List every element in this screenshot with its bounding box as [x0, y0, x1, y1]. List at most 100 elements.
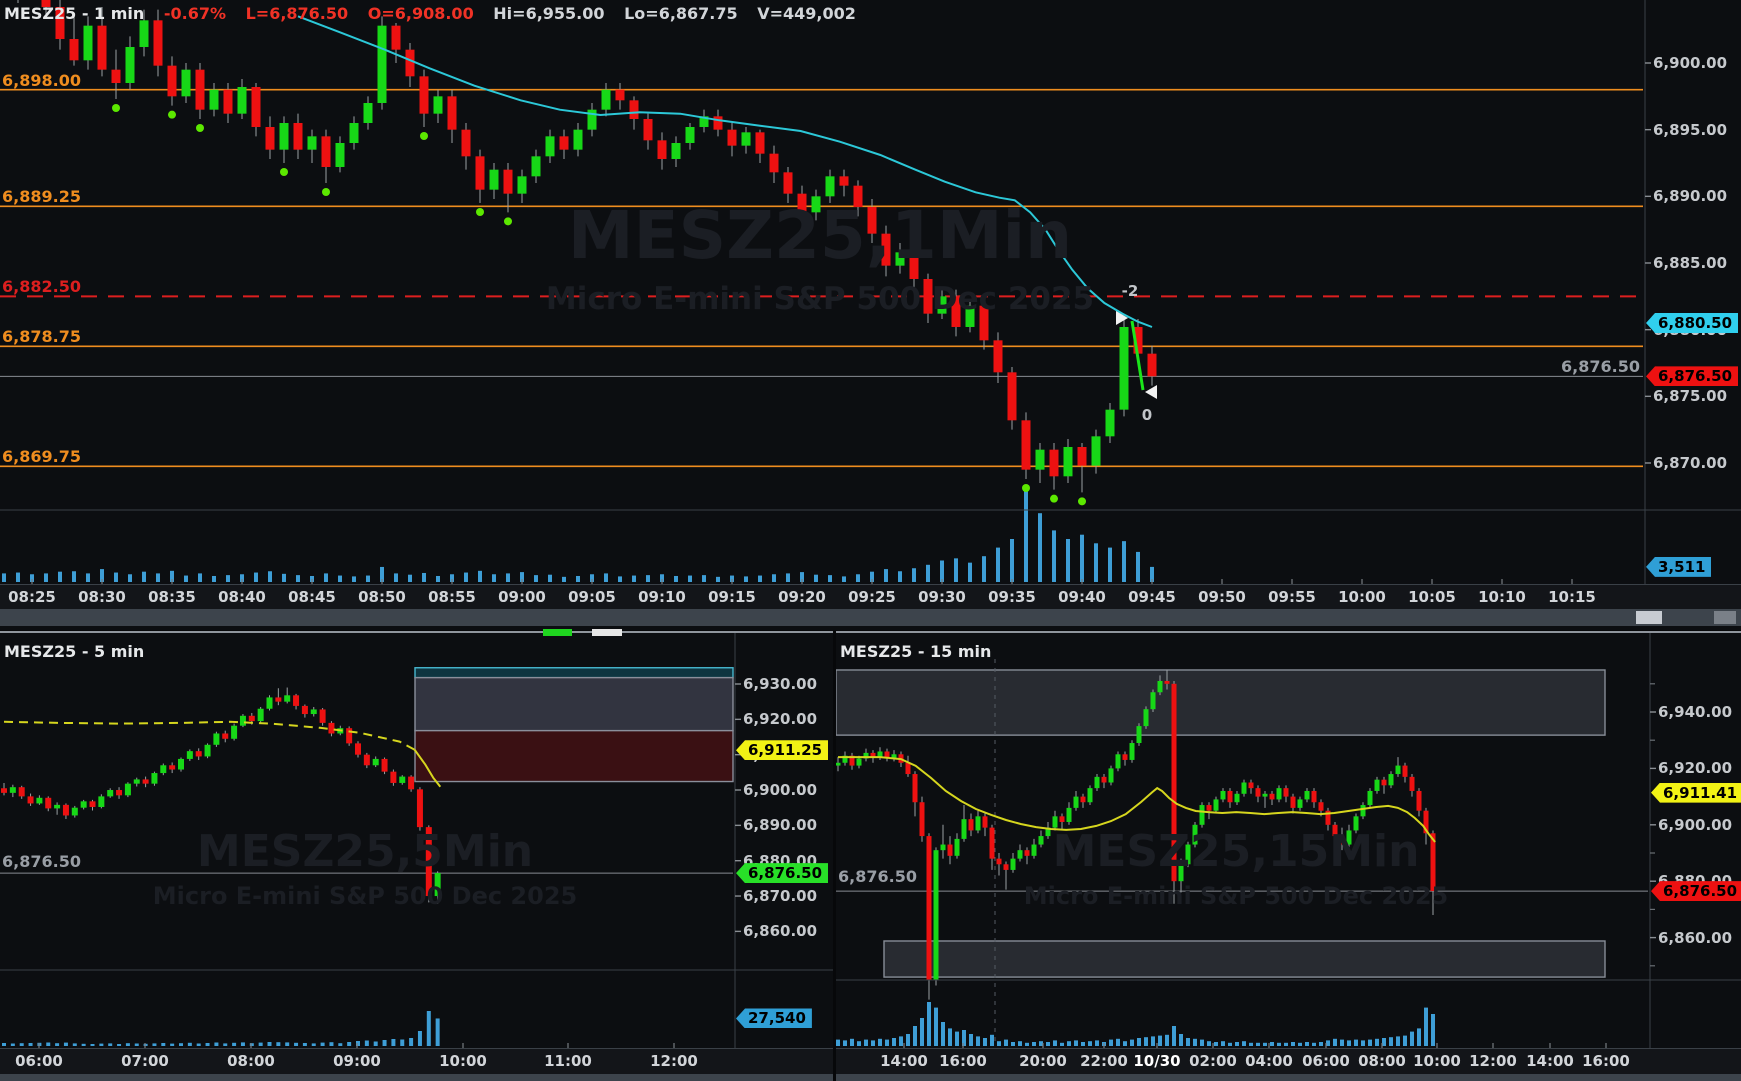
scrollbar-button[interactable]	[1714, 611, 1736, 624]
volume-bar	[478, 570, 482, 582]
time-axis-label: 10:00	[439, 1052, 487, 1070]
volume-bar	[1424, 1007, 1428, 1046]
volume-bar	[997, 1041, 1001, 1046]
candle-body	[867, 206, 877, 234]
zone-rectangle	[414, 667, 734, 679]
volume-bar	[72, 1043, 77, 1046]
candle-body	[293, 695, 300, 706]
volume-bar	[184, 575, 188, 582]
zone-rectangle	[836, 669, 1606, 736]
candlestick-chart-1min[interactable]	[0, 0, 1741, 630]
trade-marker-upper-label: -2	[1121, 282, 1139, 300]
candle-body	[89, 801, 96, 807]
scrollbar-thumb[interactable]	[1636, 611, 1662, 624]
time-axis-5min[interactable]	[0, 1048, 833, 1074]
candle-body	[111, 69, 121, 83]
candle-body	[1017, 850, 1023, 859]
swing-low-dot	[112, 103, 120, 112]
horizontal-scrollbar-5min[interactable]	[0, 1074, 833, 1081]
volume-bar	[1235, 1042, 1239, 1046]
candle-body	[891, 754, 897, 759]
candle-body	[573, 129, 583, 150]
chart-title-bar: MESZ25 - 1 min -0.67% L=6,876.50 O=6,908…	[4, 4, 870, 23]
horizontal-scrollbar-15min[interactable]	[836, 1074, 1741, 1081]
volume-bar	[913, 1026, 917, 1046]
candle-body	[503, 169, 513, 194]
candle-body	[923, 278, 933, 314]
volume-bar	[382, 1040, 387, 1046]
zone-rectangle	[414, 729, 734, 783]
price-scale-label: 6,900.00	[1653, 54, 1728, 72]
volume-bar	[1284, 1042, 1288, 1046]
horizontal-scrollbar-1min[interactable]	[0, 609, 1741, 626]
pane-indicator-green	[543, 629, 572, 636]
volume-badge: 27,540	[736, 1008, 812, 1029]
volume-bar	[254, 572, 258, 582]
volume-bar	[604, 573, 608, 582]
time-axis-label: 09:00	[498, 588, 546, 606]
volume-bar	[1004, 1039, 1008, 1046]
candle-body	[1416, 790, 1422, 811]
window-border-right	[836, 631, 1741, 633]
volume-bar	[1060, 1042, 1064, 1046]
candle-body	[825, 176, 835, 197]
price-scale-label: 6,860.00	[1658, 928, 1733, 947]
candle-body	[615, 89, 625, 101]
candle-body	[1241, 782, 1247, 794]
volume-bar	[1305, 1042, 1309, 1046]
volume-bar	[954, 558, 958, 582]
volume-bar	[99, 1043, 104, 1046]
candlestick-chart-5min[interactable]	[0, 633, 833, 1081]
volume-bar	[1130, 1039, 1134, 1046]
chart-window-1min[interactable]: MESZ25,1Min Micro E-mini S&P 500 Dec 202…	[0, 0, 1741, 630]
volume-bar	[1242, 1041, 1246, 1046]
time-axis-date-label: 10/30	[1133, 1052, 1181, 1070]
time-axis-1min[interactable]	[0, 584, 1741, 609]
price-scale-label: 6,860.00	[743, 922, 818, 941]
volume-bar	[856, 574, 860, 582]
volume-bar	[464, 572, 468, 582]
price-level-label: 6,878.75	[2, 327, 81, 347]
volume-bar	[1298, 1042, 1302, 1046]
time-axis-label: 20:00	[1019, 1052, 1067, 1070]
volume-bar	[1172, 1026, 1176, 1046]
price-scale-label: 6,920.00	[743, 710, 818, 729]
candle-body	[545, 136, 555, 157]
time-axis-label: 04:00	[1245, 1052, 1293, 1070]
candle-body	[186, 751, 193, 759]
price-scale-label: 6,895.00	[1653, 120, 1728, 139]
candlestick-chart-15min[interactable]	[836, 633, 1741, 1081]
candle-body	[1269, 793, 1275, 800]
volume-bar	[976, 1036, 980, 1046]
candle-body	[1077, 446, 1087, 466]
swing-low-dot	[420, 131, 428, 140]
candle-body	[1021, 420, 1031, 470]
time-axis-15min[interactable]	[836, 1048, 1741, 1074]
stat-change-pct: -0.67%	[163, 4, 227, 23]
volume-bar	[212, 575, 216, 582]
candle-body	[979, 305, 989, 341]
price-level-label: 6,898.00	[2, 70, 81, 90]
candle-body	[328, 722, 335, 734]
time-axis-label: 14:00	[1526, 1052, 1574, 1070]
time-axis-label: 08:00	[1358, 1052, 1406, 1070]
volume-bar	[534, 575, 538, 582]
candle-body	[1262, 793, 1268, 797]
current-price-inline-label: 6,876.50	[838, 867, 917, 886]
volume-bar	[214, 1042, 219, 1046]
moving-average-dashed-line	[3, 720, 416, 751]
volume-bar	[205, 1043, 210, 1046]
candle-body	[266, 697, 273, 709]
volume-bar	[100, 569, 104, 582]
time-axis-label: 10:05	[1408, 588, 1456, 606]
candle-body	[381, 758, 388, 772]
chart-window-15min[interactable]: MESZ25,15Min Micro E-mini S&P 500 Dec 20…	[836, 633, 1741, 1081]
candle-body	[993, 340, 1003, 373]
volume-bar	[836, 1039, 840, 1046]
candle-body	[239, 715, 246, 726]
candle-body	[587, 109, 597, 130]
volume-bar	[1361, 1040, 1365, 1046]
chart-window-5min[interactable]: MESZ25,5Min Micro E-mini S&P 500 Dec 202…	[0, 633, 833, 1081]
volume-bar	[920, 1018, 924, 1046]
candle-body	[559, 136, 569, 150]
